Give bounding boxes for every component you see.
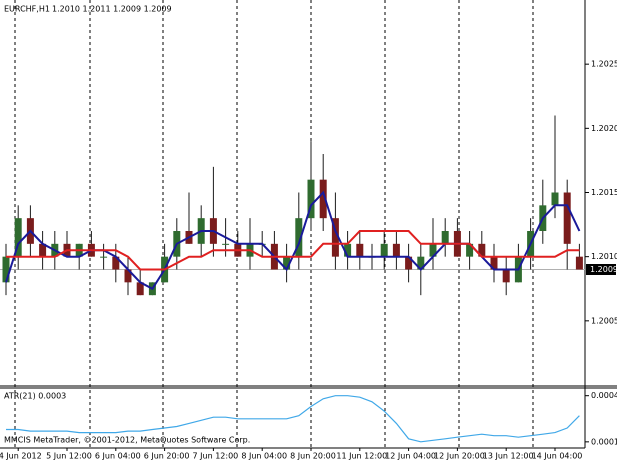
y-tick-label: 1.2025 bbox=[591, 60, 617, 69]
candle-body bbox=[344, 243, 352, 257]
candle-body bbox=[429, 243, 437, 257]
moving-average bbox=[6, 230, 580, 271]
y-tick-label: 1.2010 bbox=[591, 252, 617, 261]
candle-body bbox=[136, 282, 144, 296]
candle-body bbox=[222, 243, 230, 245]
x-tick-label: 8 Jun 04:00 bbox=[241, 452, 287, 461]
x-tick-label: 11 Jun 12:00 bbox=[336, 452, 387, 461]
candle-body bbox=[112, 256, 120, 270]
candle-body bbox=[380, 243, 388, 257]
candle-body bbox=[551, 192, 559, 206]
candle-body bbox=[392, 243, 400, 257]
x-tick-label: 12 Jun 04:00 bbox=[385, 452, 436, 461]
candle-body bbox=[39, 243, 47, 257]
candle-body bbox=[319, 179, 327, 219]
indicator-title: ATR(21) 0.0003 bbox=[4, 392, 66, 401]
candle-body bbox=[307, 179, 315, 219]
x-tick-label: 7 Jun 12:00 bbox=[193, 452, 239, 461]
x-tick-label: 12 Jun 20:00 bbox=[434, 452, 485, 461]
candle-body bbox=[563, 192, 571, 244]
x-tick-label: 6 Jun 04:00 bbox=[95, 452, 141, 461]
candle-body bbox=[356, 243, 364, 257]
x-tick-label: 8 Jun 20:00 bbox=[290, 452, 336, 461]
candle-body bbox=[295, 218, 303, 257]
candle-body bbox=[405, 256, 413, 270]
current-price-label: 1.2009 bbox=[590, 265, 617, 274]
candle-body bbox=[331, 218, 339, 257]
candle-body bbox=[124, 269, 132, 283]
candle-body bbox=[478, 243, 486, 257]
candle-body bbox=[100, 256, 108, 258]
y-tick-label: 1.2015 bbox=[591, 188, 617, 197]
atr-line bbox=[6, 395, 580, 443]
y-tick-label: 0.0004 bbox=[591, 391, 617, 400]
candle-body bbox=[490, 256, 498, 270]
x-tick-label: 5 Jun 12:00 bbox=[46, 452, 92, 461]
candle-body bbox=[14, 218, 22, 257]
copyright: MMCIS MetaTrader, ©2001-2012, MetaQuotes… bbox=[4, 436, 250, 445]
candle-body bbox=[441, 231, 449, 244]
candle-body bbox=[575, 256, 583, 270]
x-tick-label: 13 Jun 12:00 bbox=[483, 452, 534, 461]
ohlc-readout: 1.2010 1.2011 1.2009 1.2009 bbox=[52, 5, 172, 14]
y-tick-label: 1.2005 bbox=[591, 316, 617, 325]
candle-body bbox=[417, 256, 425, 270]
candle-body bbox=[466, 243, 474, 257]
x-tick-label: 14 Jun 04:00 bbox=[532, 452, 583, 461]
current-price-box bbox=[586, 264, 616, 275]
candle-body bbox=[2, 256, 10, 283]
candle-body bbox=[502, 269, 510, 283]
x-tick-label: 4 Jun 2012 bbox=[0, 452, 42, 461]
candle-body bbox=[283, 256, 291, 270]
y-tick-label: 0.0001 bbox=[591, 437, 617, 446]
x-tick-label: 6 Jun 20:00 bbox=[144, 452, 190, 461]
y-tick-label: 1.2020 bbox=[591, 124, 617, 133]
chart-title: EURCHF,H1 bbox=[4, 5, 50, 14]
